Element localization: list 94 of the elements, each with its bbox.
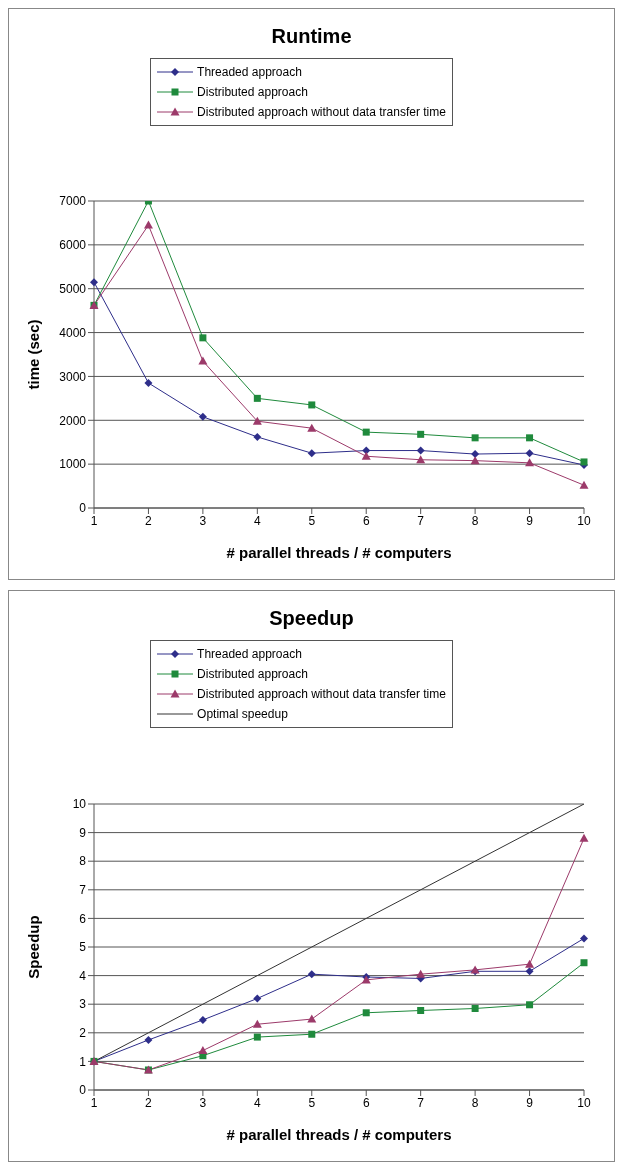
y-tick-label: 3000 [59, 369, 87, 384]
x-tick-label: 8 [471, 513, 479, 528]
point [416, 446, 425, 455]
x-tick-label: 4 [253, 1095, 261, 1110]
chart-title: Runtime [270, 25, 353, 48]
point [307, 423, 317, 432]
point [526, 434, 534, 442]
x-tick-label: 8 [471, 1095, 479, 1110]
y-tick-label: 8 [79, 854, 87, 869]
y-tick-label: 1 [79, 1054, 87, 1069]
point [471, 450, 480, 459]
point [308, 1030, 316, 1038]
x-tick-label: 9 [526, 1095, 534, 1110]
y-tick-label: 1000 [59, 457, 87, 472]
x-tick-label: 6 [362, 513, 370, 528]
point [199, 334, 207, 342]
y-tick-label: 7 [79, 883, 87, 898]
y-axis-title: Speedup [25, 915, 43, 979]
x-tick-label: 1 [90, 513, 98, 528]
point [252, 416, 262, 425]
y-tick-label: 2000 [59, 413, 87, 428]
x-axis-title: # parallel threads / # computers [226, 1126, 452, 1143]
y-tick-label: 2 [79, 1026, 87, 1041]
point [417, 430, 425, 438]
point [307, 1014, 317, 1023]
x-tick-label: 10 [577, 513, 591, 528]
y-tick-label: 5 [79, 940, 87, 955]
point [144, 379, 153, 388]
x-tick-label: 9 [526, 513, 534, 528]
point [198, 356, 208, 365]
x-tick-label: 2 [145, 513, 153, 528]
point [525, 458, 535, 467]
y-tick-label: 10 [72, 797, 87, 812]
legend-label: Distributed approach [197, 85, 308, 99]
point [580, 959, 588, 967]
legend-label: Distributed approach without data transfer time [197, 105, 446, 119]
point [361, 451, 371, 460]
y-tick-label: 6 [79, 911, 87, 926]
y-axis-title: time (sec) [25, 319, 43, 390]
point [416, 969, 426, 978]
point [253, 994, 262, 1003]
y-tick-label: 6000 [59, 238, 87, 253]
point [144, 1035, 153, 1044]
x-tick-label: 1 [90, 1095, 98, 1110]
point [253, 432, 262, 441]
y-tick-label: 5000 [59, 281, 87, 296]
legend-label: Optimal speedup [197, 707, 288, 721]
y-tick-label: 7000 [59, 194, 87, 209]
point [252, 1019, 262, 1028]
x-tick-label: 10 [577, 1095, 591, 1110]
point [253, 394, 261, 402]
point [362, 1009, 370, 1017]
y-tick-label: 4 [79, 968, 87, 983]
point [307, 449, 316, 458]
x-tick-label: 5 [308, 513, 316, 528]
x-tick-label: 3 [199, 513, 207, 528]
point [471, 434, 479, 442]
point [579, 833, 589, 842]
x-tick-label: 4 [253, 513, 261, 528]
point [416, 455, 426, 464]
point [143, 220, 153, 229]
point [253, 1033, 261, 1041]
y-tick-label: 9 [79, 825, 87, 840]
point [580, 934, 588, 943]
x-tick-label: 7 [417, 513, 425, 528]
point [362, 428, 370, 436]
legend-label: Threaded approach [197, 647, 302, 661]
point [307, 970, 316, 979]
x-tick-label: 2 [145, 1095, 153, 1110]
x-tick-label: 7 [417, 1095, 425, 1110]
point [526, 1001, 534, 1009]
x-tick-label: 6 [362, 1095, 370, 1110]
point [198, 412, 207, 421]
point [525, 959, 535, 968]
point [308, 401, 316, 409]
point [198, 1015, 207, 1024]
point [471, 1004, 479, 1012]
legend-label: Distributed approach [197, 667, 308, 681]
x-tick-label: 5 [308, 1095, 316, 1110]
point [579, 480, 589, 489]
point [417, 1006, 425, 1014]
point [470, 456, 480, 465]
point [525, 967, 534, 976]
x-tick-label: 3 [199, 1095, 207, 1110]
y-tick-label: 4000 [59, 325, 87, 340]
y-tick-label: 0 [79, 501, 87, 516]
legend-label: Distributed approach without data transfer time [197, 687, 446, 701]
point [198, 1046, 208, 1055]
point [525, 449, 534, 458]
legend-label: Threaded approach [197, 65, 302, 79]
y-tick-label: 0 [79, 1083, 87, 1098]
chart-title: Speedup [268, 607, 355, 630]
x-axis-title: # parallel threads / # computers [226, 544, 452, 561]
y-tick-label: 3 [79, 997, 87, 1012]
